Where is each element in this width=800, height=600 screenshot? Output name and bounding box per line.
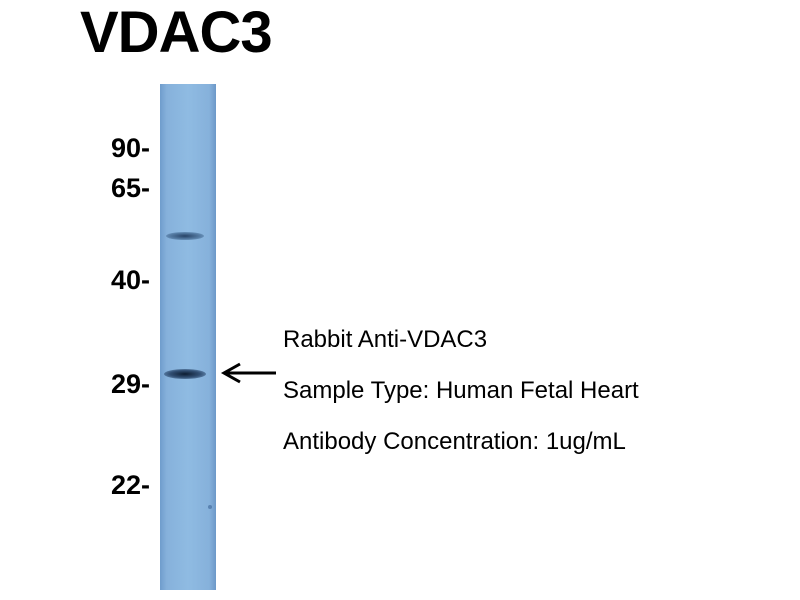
mw-marker-29: 29- [110, 369, 150, 399]
figure-title: VDAC3 [80, 0, 273, 65]
sample-type-label: Sample Type: Human Fetal Heart [283, 377, 639, 404]
membrane-speck [208, 505, 212, 509]
arrow-left-icon [220, 362, 276, 384]
mw-marker-90: 90- [110, 133, 150, 163]
antibody-label: Rabbit Anti-VDAC3 [283, 326, 488, 353]
mw-marker-65: 65- [110, 173, 150, 203]
mw-marker-22: 22- [110, 470, 150, 500]
blot-lane [160, 84, 216, 590]
upper-band [166, 232, 204, 240]
target-band [164, 369, 206, 379]
mw-marker-40: 40- [110, 265, 150, 295]
antibody-concentration-label: Antibody Concentration: 1ug/mL [283, 428, 626, 455]
